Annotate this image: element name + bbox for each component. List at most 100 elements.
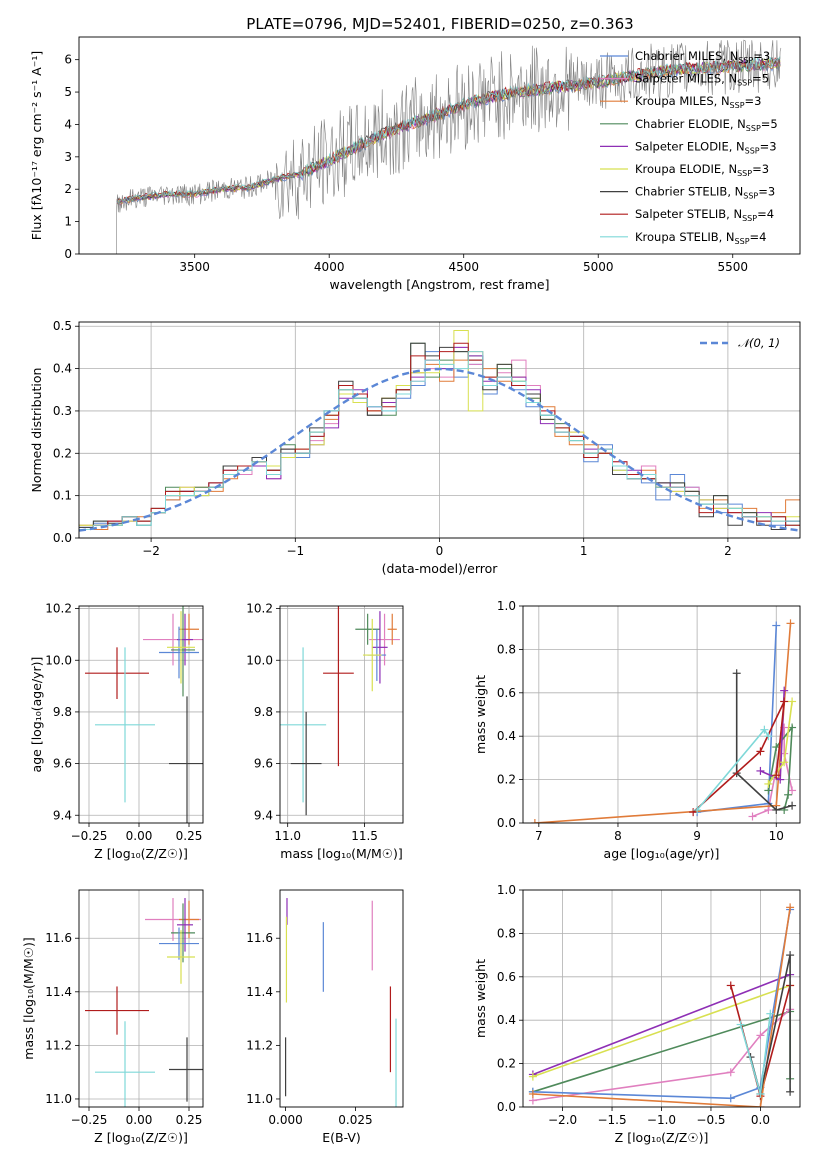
plot-area-weight-vs-age bbox=[530, 619, 797, 823]
panel-weight-vs-Z: −2.0 −1.5 −1.0 −0.5 0.0 0.0 0.2 0.4 0.6 0.8 1.0 Z [… bbox=[473, 883, 801, 1145]
y-tick-label: 9.4 bbox=[53, 808, 72, 822]
panel-weight-vs-age: 7 8 9 10 0.0 0.2 0.4 0.6 0.8 1.0 age [log₁₀(age/yr… bbox=[473, 599, 801, 861]
plot-area-mass-vs-Z bbox=[85, 898, 203, 1107]
x-tick-label: 0.000 bbox=[268, 1113, 302, 1127]
axes-frame bbox=[78, 605, 204, 824]
y-tick-label: 11.6 bbox=[45, 931, 72, 945]
y-axis-label: mass weight bbox=[473, 675, 488, 754]
x-tick-label: −2 bbox=[142, 544, 160, 558]
x-tick-label: 0 bbox=[436, 544, 444, 558]
x-tick-label: 5500 bbox=[717, 260, 748, 274]
y-tick-label: 0.4 bbox=[497, 1013, 516, 1027]
x-tick-label: 0.25 bbox=[176, 1113, 203, 1127]
y-tick-label: 10.2 bbox=[45, 602, 72, 616]
y-tick-label: 9.8 bbox=[53, 705, 72, 719]
y-tick-label: 10.0 bbox=[45, 653, 72, 667]
legend-entry: Salpeter MILES, NSSP=5 bbox=[635, 72, 769, 88]
panel-mass-vs-Z: −0.25 0.00 0.25 11.0 11.2 11.4 11.6 Z [log₁₀(Z/… bbox=[21, 889, 204, 1145]
y-tick-label: 11.4 bbox=[45, 985, 72, 999]
x-tick-label: 8 bbox=[614, 829, 622, 843]
y-tick-label: 5 bbox=[64, 85, 72, 99]
y-tick-label: 10.2 bbox=[246, 602, 273, 616]
y-tick-label: 11.0 bbox=[246, 1092, 273, 1106]
y-tick-label: 11.6 bbox=[246, 931, 273, 945]
y-tick-label: 1.0 bbox=[497, 883, 516, 897]
y-tick-label: 0.4 bbox=[53, 362, 72, 376]
panel-residuals: −2 −1 0 1 2 0.0 0.1 0.2 0.3 0.4 0.5 (data-model)/er… bbox=[29, 319, 801, 576]
x-tick-label: −1 bbox=[286, 544, 304, 558]
y-tick-label: 0.0 bbox=[53, 531, 72, 545]
legend-entry: Kroupa ELODIE, NSSP=3 bbox=[635, 162, 769, 178]
plot-area-spectrum bbox=[116, 39, 782, 254]
panel-spectrum: 3500 4000 4500 5000 5500 0 1 2 3 4 5 6 wavelength [A… bbox=[29, 36, 801, 292]
axes-frame bbox=[279, 605, 404, 824]
y-tick-label: 0.5 bbox=[53, 319, 72, 333]
y-tick-label: 9.8 bbox=[254, 705, 273, 719]
weight-line bbox=[532, 984, 791, 1078]
y-tick-label: 0.4 bbox=[497, 729, 516, 743]
model-line bbox=[116, 56, 781, 204]
y-tick-label: 2 bbox=[64, 182, 72, 196]
x-tick-label: 7 bbox=[535, 829, 543, 843]
y-tick-label: 0.1 bbox=[53, 489, 72, 503]
weight-line bbox=[532, 973, 791, 1076]
plot-area-age-vs-Z bbox=[85, 606, 203, 823]
x-axis-label: Z [log₁₀(Z/Z☉)] bbox=[615, 1130, 709, 1145]
y-tick-label: 6 bbox=[64, 53, 72, 67]
x-tick-label: −1.5 bbox=[597, 1113, 626, 1127]
axes-frame bbox=[522, 605, 801, 824]
y-tick-label: 4 bbox=[64, 117, 72, 131]
x-tick-label: 10 bbox=[769, 829, 784, 843]
y-tick-label: 9.4 bbox=[254, 808, 273, 822]
y-tick-label: 0.8 bbox=[497, 926, 516, 940]
x-tick-label: −2.0 bbox=[548, 1113, 577, 1127]
x-tick-label: 0.0 bbox=[751, 1113, 770, 1127]
x-tick-label: 0.025 bbox=[338, 1113, 372, 1127]
plot-area-weight-vs-Z bbox=[528, 903, 795, 1107]
normal-curve bbox=[79, 367, 800, 532]
weight-line bbox=[692, 701, 785, 813]
y-tick-label: 0.3 bbox=[53, 404, 72, 418]
y-axis-label: Normed distribution bbox=[29, 368, 44, 493]
y-tick-label: 0.6 bbox=[497, 686, 516, 700]
y-tick-label: 11.2 bbox=[246, 1038, 273, 1052]
panel-age-vs-Z: −0.25 0.00 0.25 9.4 9.6 9.8 10.0 10.2 Z [log₁₀(Z… bbox=[29, 602, 204, 861]
x-tick-label: 1 bbox=[580, 544, 588, 558]
y-tick-label: 0.8 bbox=[497, 642, 516, 656]
x-axis-label: E(B-V) bbox=[322, 1130, 361, 1145]
panel-mass-vs-EBV: 0.000 0.025 11.0 11.2 11.4 11.6 E(B-V) bbox=[246, 889, 404, 1145]
panel-age-vs-mass: 11.0 11.5 9.4 9.6 9.8 10.0 10.2 mass [log₁₀(M/M… bbox=[246, 602, 404, 861]
axes-frame bbox=[78, 36, 801, 255]
x-axis-label: (data-model)/error bbox=[382, 561, 499, 576]
y-tick-label: 0.2 bbox=[497, 773, 516, 787]
axes-frame bbox=[522, 889, 801, 1108]
y-axis-label: mass weight bbox=[473, 959, 488, 1038]
weight-line bbox=[532, 909, 791, 1100]
y-tick-label: 1 bbox=[64, 215, 72, 229]
axes-frame bbox=[78, 321, 801, 539]
legend-entry: Chabrier ELODIE, NSSP=5 bbox=[635, 117, 778, 133]
x-tick-label: 2 bbox=[724, 544, 732, 558]
x-tick-label: 4500 bbox=[448, 260, 479, 274]
y-axis-label: Flux [fλ10⁻¹⁷ erg cm⁻² s⁻¹ A⁻¹] bbox=[29, 51, 44, 240]
plot-area-mass-vs-EBV bbox=[284, 898, 397, 1107]
y-tick-label: 0.6 bbox=[497, 970, 516, 984]
y-tick-label: 9.6 bbox=[53, 757, 72, 771]
y-axis-label: mass [log₁₀(M/M☉)] bbox=[21, 937, 36, 1059]
plot-area-age-vs-mass bbox=[280, 606, 400, 816]
plots-layer: 3500 4000 4500 5000 5500 0 1 2 3 4 5 6 wavelength [A… bbox=[21, 36, 801, 1145]
plot-area-residuals bbox=[79, 330, 800, 532]
y-tick-label: 1.0 bbox=[497, 599, 516, 613]
legend-entry: Kroupa STELIB, NSSP=4 bbox=[635, 230, 766, 246]
model-line bbox=[116, 57, 781, 202]
legend-entry: Salpeter ELODIE, NSSP=3 bbox=[635, 139, 777, 155]
weight-line bbox=[735, 673, 793, 811]
figure-title: PLATE=0796, MJD=52401, FIBERID=0250, z=0… bbox=[246, 15, 633, 33]
y-tick-label: 0.2 bbox=[497, 1057, 516, 1071]
y-tick-label: 3 bbox=[64, 150, 72, 164]
x-tick-label: 3500 bbox=[179, 260, 210, 274]
legend-entry: Chabrier STELIB, NSSP=3 bbox=[635, 185, 775, 201]
legend-entry: Chabrier MILES, NSSP=3 bbox=[635, 49, 770, 65]
x-tick-label: 11.0 bbox=[274, 829, 301, 843]
